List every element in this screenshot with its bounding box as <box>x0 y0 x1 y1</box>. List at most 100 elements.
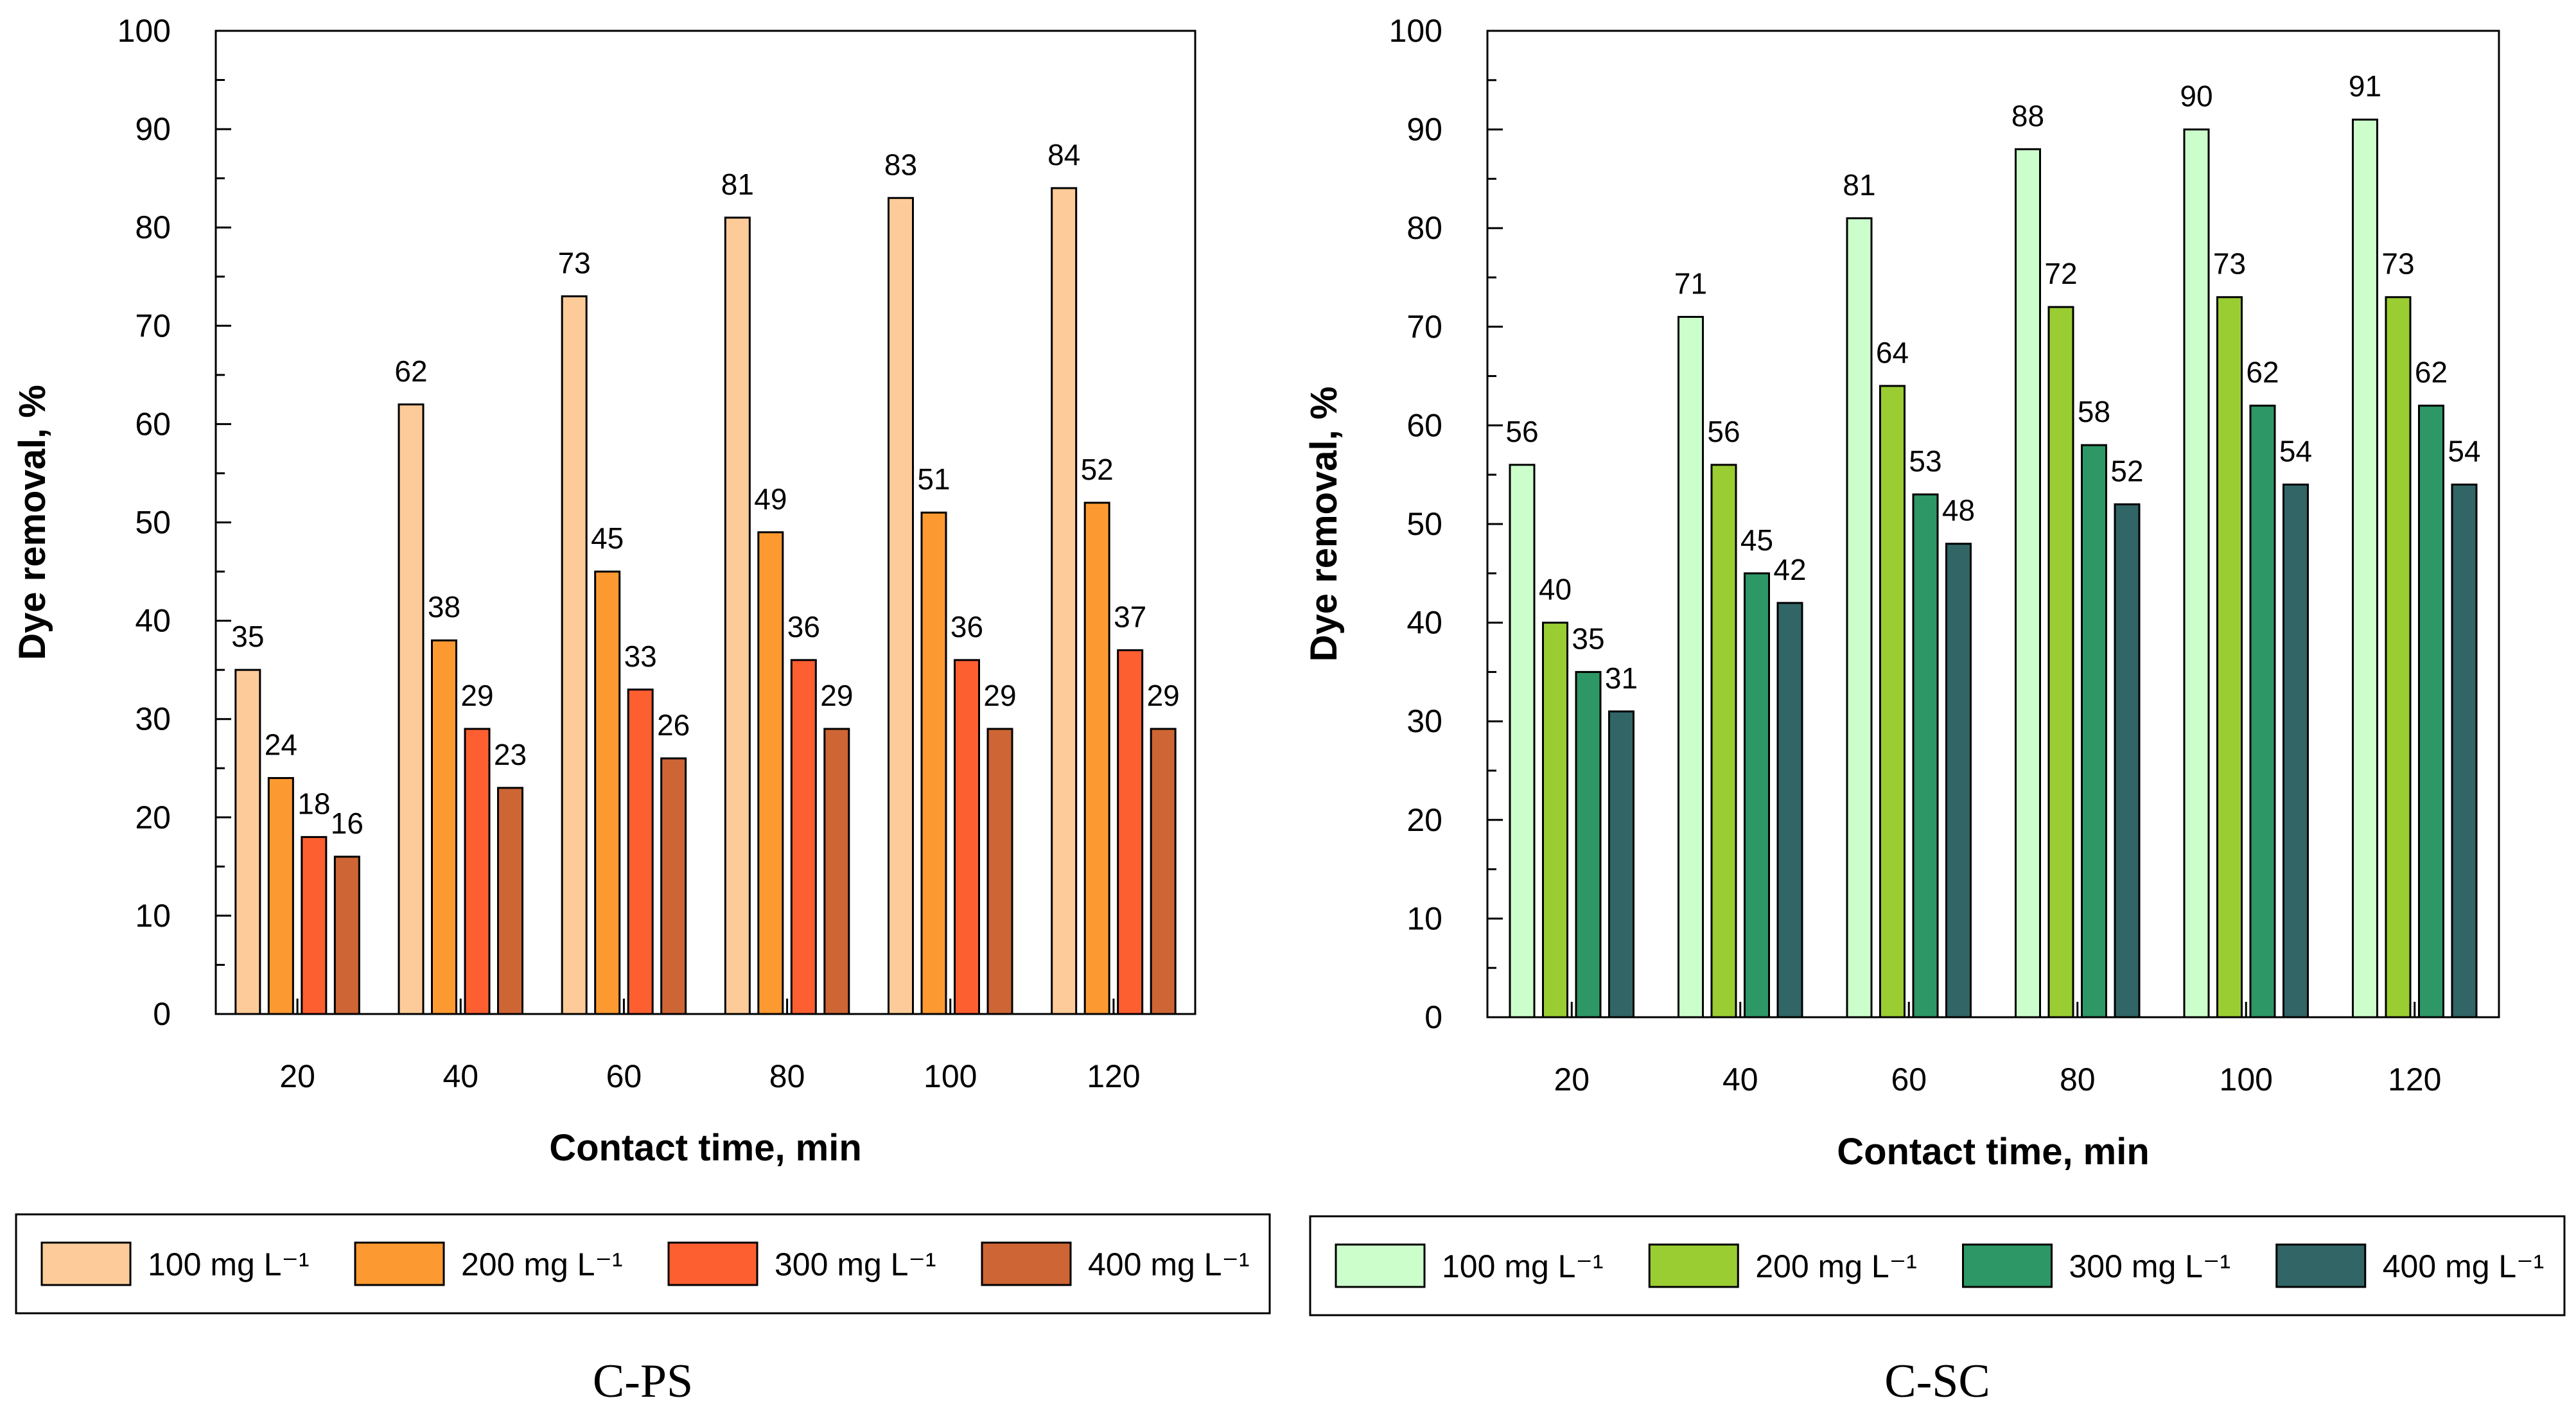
bar-value-label: 72 <box>2044 257 2077 290</box>
x-tick-label: 80 <box>769 1058 805 1094</box>
legend-swatch <box>1962 1243 2053 1288</box>
legend-swatch <box>1335 1243 1426 1288</box>
bar-value-label: 26 <box>657 708 690 742</box>
bar-400-40 <box>497 787 523 1015</box>
chart-panel-c-sc: 0102030405060708090100205640353140715645… <box>1303 13 2566 1408</box>
bar-300-20 <box>1575 670 1602 1018</box>
bar-value-label: 73 <box>2213 247 2246 281</box>
bar-400-20 <box>1608 710 1634 1018</box>
legend-swatch <box>981 1241 1072 1286</box>
y-tick-label: 60 <box>1406 407 1442 443</box>
bar-200-100 <box>920 511 947 1015</box>
bar-value-label: 88 <box>2011 99 2044 132</box>
y-tick-label: 40 <box>1406 605 1442 641</box>
bar-value-label: 52 <box>1081 453 1114 486</box>
y-tick-label: 70 <box>1406 309 1442 345</box>
bar-value-label: 36 <box>951 610 983 643</box>
x-tick-label: 120 <box>1087 1058 1140 1094</box>
y-tick-label: 10 <box>1406 900 1442 936</box>
bar-value-label: 53 <box>1909 444 1941 478</box>
legend-label: 100 mg L⁻¹ <box>1442 1248 1604 1284</box>
bar-400-80 <box>823 728 850 1015</box>
x-axis-title: Contact time, min <box>549 1127 862 1169</box>
y-tick-label: 70 <box>135 308 171 344</box>
bar-value-label: 31 <box>1605 661 1638 695</box>
y-tick-label: 60 <box>135 406 171 442</box>
y-tick-label: 0 <box>153 996 171 1032</box>
bar-value-label: 83 <box>884 148 917 181</box>
x-tick-label: 60 <box>1891 1062 1927 1097</box>
bar-300-60 <box>627 688 654 1015</box>
bar-value-label: 23 <box>494 738 527 771</box>
bar-value-label: 56 <box>1505 415 1538 448</box>
bar-value-label: 35 <box>231 620 264 653</box>
bar-value-label: 81 <box>1843 168 1875 202</box>
x-tick-label: 40 <box>442 1058 478 1094</box>
bar-300-100 <box>2249 405 2276 1018</box>
bar-value-label: 62 <box>394 354 427 388</box>
bar-200-40 <box>431 639 457 1015</box>
bar-value-label: 29 <box>1147 679 1180 712</box>
bar-value-label: 16 <box>331 807 364 840</box>
x-axis-title: Contact time, min <box>1837 1131 2150 1173</box>
y-tick-label: 40 <box>135 603 171 639</box>
legend-label: 200 mg L⁻¹ <box>461 1246 623 1282</box>
legend-swatch <box>1648 1243 1739 1288</box>
bar-300-120 <box>1117 649 1144 1015</box>
x-tick-label: 40 <box>1722 1062 1758 1097</box>
bar-300-60 <box>1912 493 1939 1018</box>
bar-200-60 <box>594 570 621 1015</box>
bar-200-120 <box>1083 502 1110 1015</box>
y-tick-label: 20 <box>1406 802 1442 838</box>
x-tick-label: 20 <box>1554 1062 1590 1097</box>
bar-100-60 <box>561 295 588 1015</box>
bar-300-40 <box>1744 572 1770 1018</box>
bar-400-60 <box>1945 543 1972 1018</box>
bar-300-100 <box>954 659 980 1015</box>
bar-value-label: 81 <box>721 168 754 201</box>
bar-400-20 <box>333 855 360 1015</box>
bar-value-label: 38 <box>428 590 460 624</box>
bar-200-40 <box>1710 464 1737 1018</box>
bar-value-label: 18 <box>297 787 330 820</box>
bar-100-20 <box>1509 464 1536 1018</box>
bar-value-label: 58 <box>2078 395 2110 428</box>
bar-100-100 <box>888 197 914 1015</box>
y-tick-label: 20 <box>135 800 171 835</box>
y-tick-label: 90 <box>135 111 171 147</box>
legend-label: 200 mg L⁻¹ <box>1755 1248 1917 1284</box>
panel-caption: C-PS <box>593 1355 693 1408</box>
y-tick-label: 30 <box>135 701 171 737</box>
y-tick-label: 30 <box>1406 703 1442 739</box>
y-axis-title: Dye removal, % <box>12 385 53 660</box>
bar-200-120 <box>2385 296 2412 1018</box>
legend-swatch <box>40 1241 132 1286</box>
bar-100-20 <box>234 669 261 1015</box>
bar-400-100 <box>986 728 1013 1015</box>
bar-value-label: 37 <box>1114 600 1146 634</box>
bar-200-60 <box>1879 385 1906 1018</box>
y-axis-title: Dye removal, % <box>1303 387 1345 662</box>
bar-100-40 <box>398 403 425 1015</box>
bar-200-20 <box>1542 622 1568 1018</box>
bar-100-120 <box>1051 187 1078 1015</box>
bar-100-80 <box>724 216 751 1015</box>
panel-caption: C-SC <box>1884 1355 1990 1408</box>
y-tick-label: 50 <box>1406 506 1442 542</box>
legend: 100 mg L⁻¹ 200 mg L⁻¹ 300 mg L⁻¹ 400 mg L⁻¹ <box>15 1213 1271 1315</box>
bar-value-label: 45 <box>591 521 624 555</box>
bar-value-label: 64 <box>1876 336 1909 369</box>
bar-200-100 <box>2216 296 2243 1018</box>
bar-400-120 <box>1150 728 1177 1015</box>
bar-value-label: 91 <box>2349 69 2381 103</box>
y-tick-label: 50 <box>135 505 171 541</box>
y-tick-label: 80 <box>1406 210 1442 246</box>
bar-100-120 <box>2352 118 2378 1018</box>
legend-label: 100 mg L⁻¹ <box>148 1246 310 1282</box>
bar-200-80 <box>757 531 784 1015</box>
bar-300-20 <box>301 835 328 1015</box>
bar-value-label: 36 <box>787 610 820 643</box>
bar-value-label: 54 <box>2448 435 2480 468</box>
bar-value-label: 29 <box>460 679 493 712</box>
